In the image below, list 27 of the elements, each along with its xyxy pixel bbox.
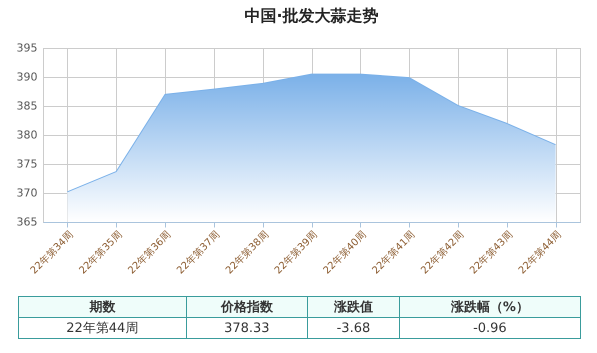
x-tick-label: 22年第37周 [174, 228, 222, 276]
y-tick-label: 370 [16, 186, 38, 200]
text: 期数 [18, 296, 186, 318]
y-tick-label: 365 [16, 216, 38, 228]
y-tick-label: 385 [16, 100, 38, 112]
chart-title: 中国·批发大蒜走势 [244, 6, 379, 25]
x-tick-label: 22年第35周 [76, 228, 125, 276]
text: 378.33 [186, 318, 308, 338]
x-tick-label: 22年第40周 [320, 228, 369, 276]
text: 价格指数 [186, 296, 308, 318]
y-tick-label: 390 [16, 70, 38, 84]
y-tick-label: 395 [16, 42, 38, 54]
x-tick-label: 22年第42周 [418, 228, 466, 276]
x-tick-label: 22年第39周 [272, 228, 320, 276]
x-tick-label: 22年第41周 [370, 228, 418, 276]
x-tick-label: 22年第36周 [126, 228, 174, 276]
text: -0.96 [399, 318, 580, 338]
text: -3.68 [308, 318, 400, 338]
x-tick-label: 22年第38周 [223, 228, 271, 276]
y-tick-label: 380 [16, 128, 38, 142]
x-tick-label: 22年第43周 [467, 228, 516, 276]
text: 涨跌值 [308, 296, 400, 318]
y-tick-label: 375 [16, 158, 38, 170]
x-tick-label: 22年第44周 [516, 228, 564, 276]
x-tick-label: 22年第34周 [28, 228, 76, 276]
text: 涨跌幅（%） [399, 296, 580, 318]
text: 22年第44周 [18, 318, 186, 338]
